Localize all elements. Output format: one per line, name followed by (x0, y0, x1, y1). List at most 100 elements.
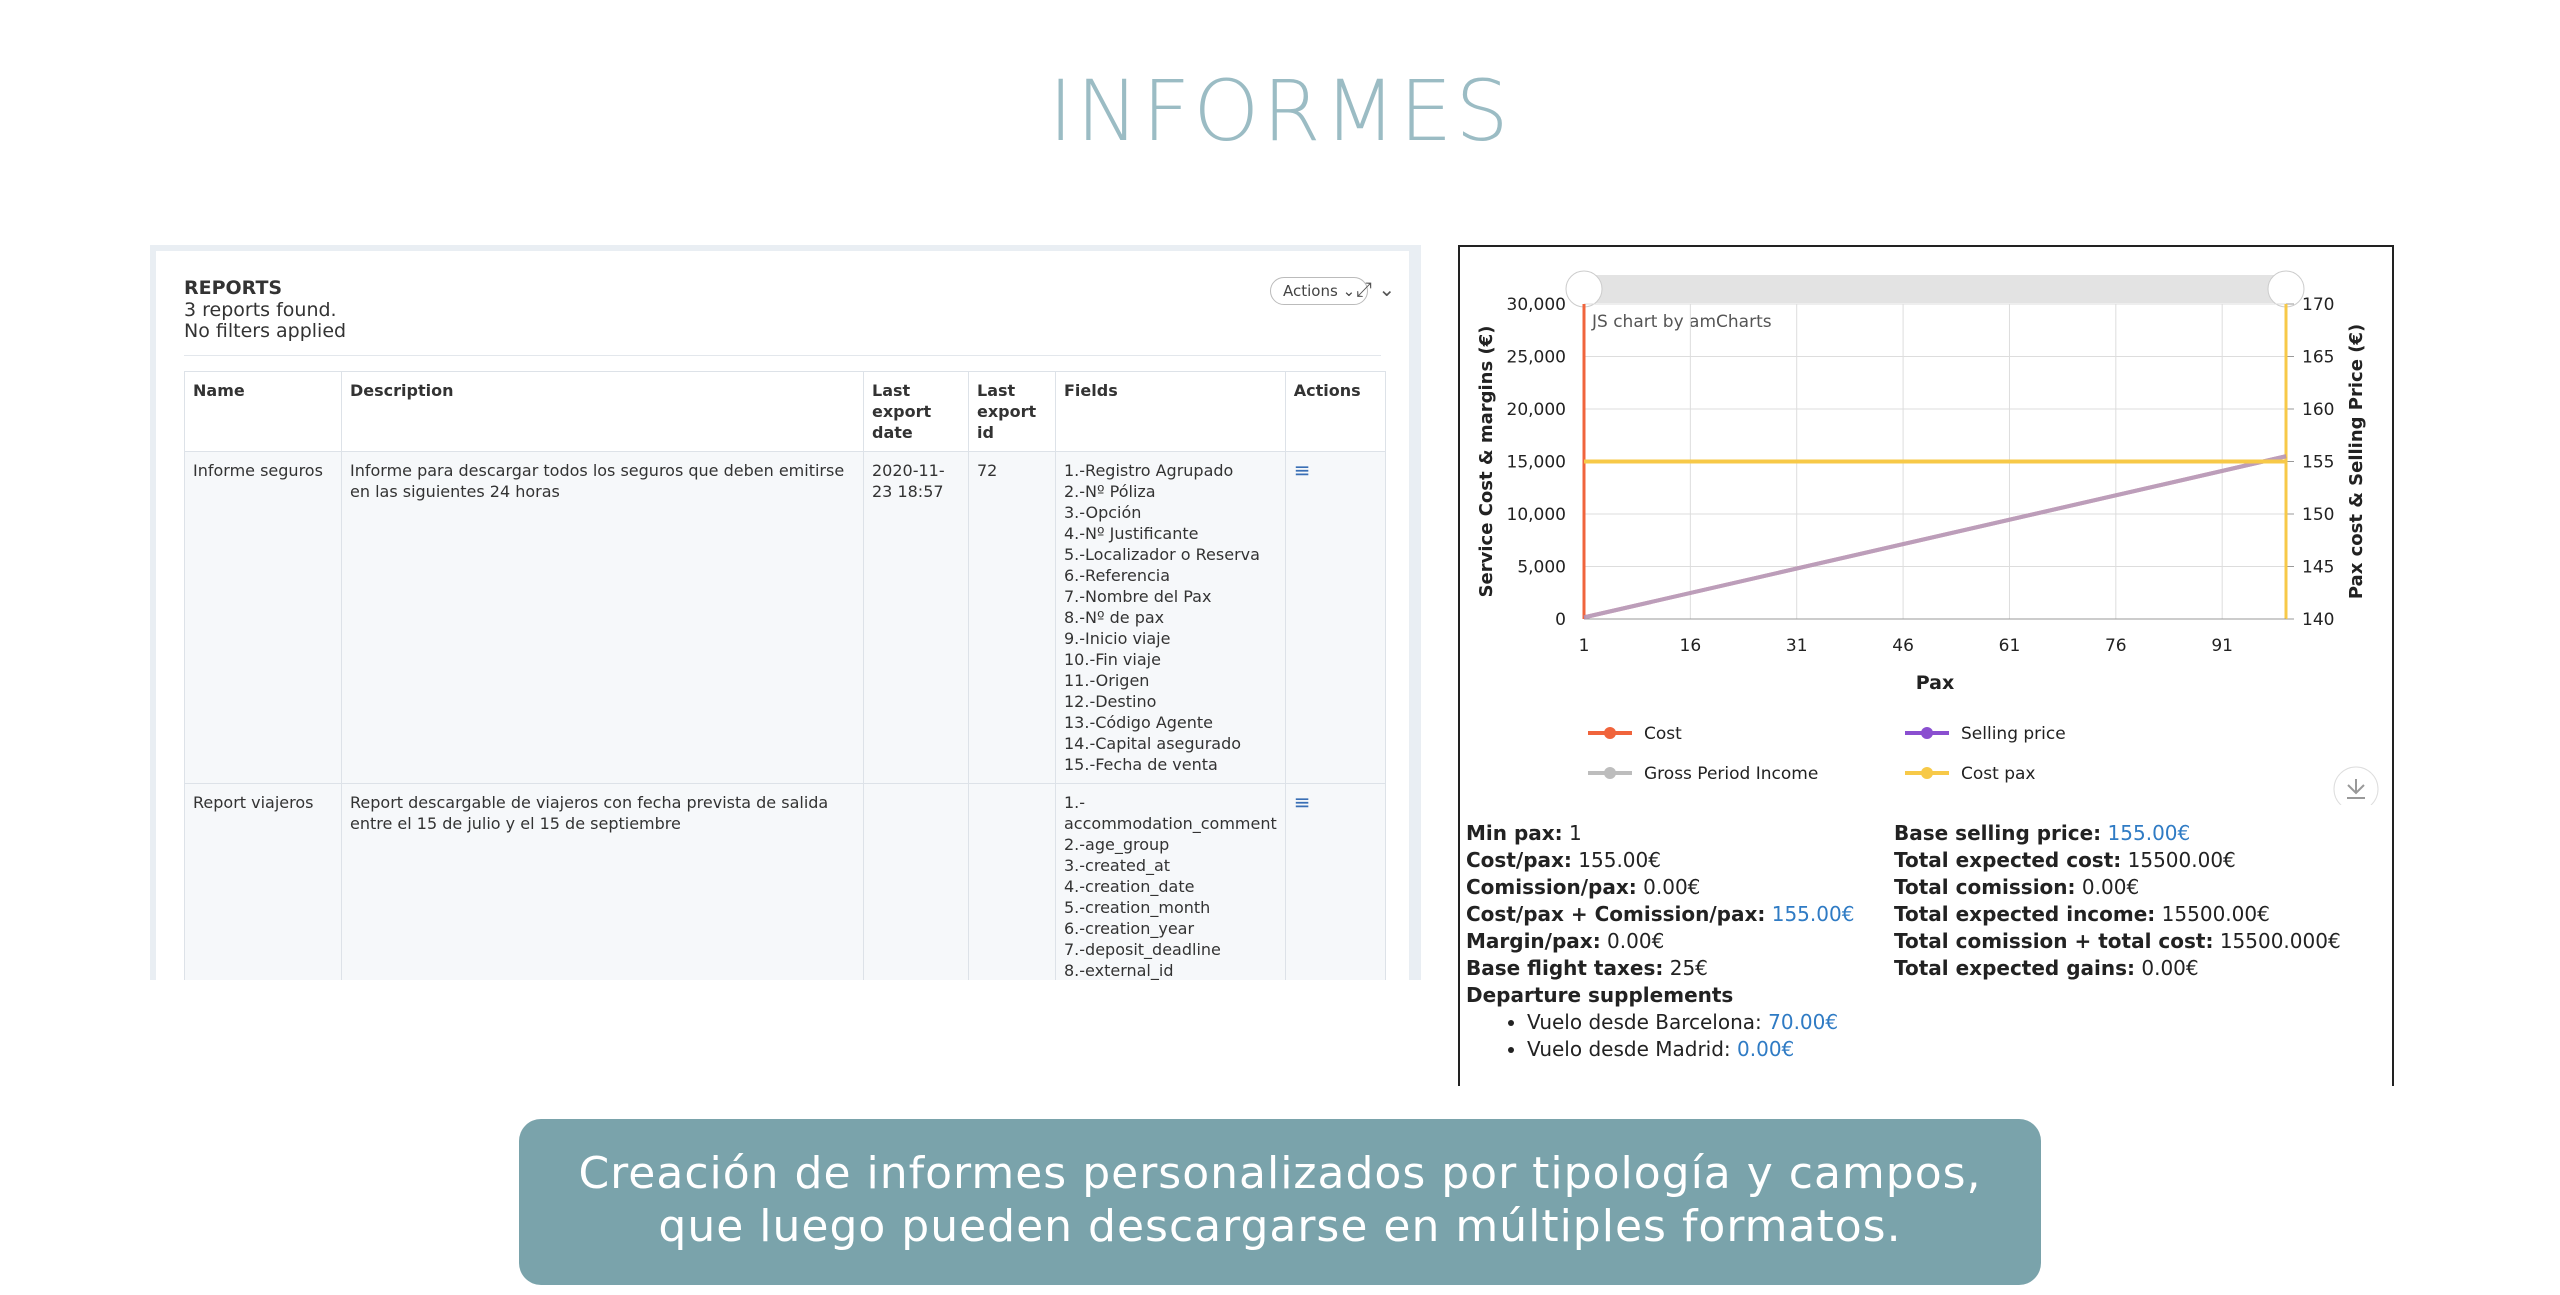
field-item: 6.-Referencia (1064, 566, 1171, 585)
scrollbar-handle (2267, 270, 2305, 308)
summary-row: Total expected income: 15500.00€ (1894, 901, 2341, 928)
page-title: INFORMES (1048, 62, 1512, 160)
summary-row: Cost/pax + Comission/pax: 155.00€ (1466, 901, 1854, 928)
legend-marker (1604, 767, 1616, 779)
button-label: Actions (1283, 282, 1338, 300)
legend-marker (1921, 767, 1933, 779)
field-item: 5.-creation_month (1064, 898, 1211, 917)
y2-axis-title: Pax cost & Selling Price (€) (2346, 324, 2367, 599)
reports-heading: REPORTS (184, 277, 283, 299)
legend-label: Cost (1644, 724, 1682, 744)
cell: Informe para descargar todos los seguros… (341, 451, 864, 784)
scrollbar-handle (1565, 270, 1603, 308)
series-line (1583, 454, 2287, 620)
reports-filters: No filters applied (184, 320, 347, 342)
summary-value: 155.00€ (1771, 902, 1855, 926)
caption: Creación de informes personalizados por … (519, 1119, 2041, 1285)
supplements-list: Vuelo desde Barcelona: 70.00€Vuelo desde… (1466, 1009, 1838, 1063)
x-tick-label: 46 (1892, 636, 1914, 656)
menu-icon[interactable]: ≡ (1293, 790, 1311, 814)
field-item: 4.-creation_date (1064, 877, 1195, 896)
summary-label: Base selling price: (1894, 821, 2102, 845)
field-item: 8.-external_id (1064, 961, 1174, 980)
cell: Report viajeros (184, 783, 342, 980)
x-tick-label: 61 (1999, 636, 2021, 656)
actions-cell: ≡ (1284, 451, 1387, 784)
summary-value: 0.00€ (2141, 956, 2199, 980)
panel-controls[interactable]: ⤢ ⌄ (1356, 277, 1396, 301)
field-item: 7.-deposit_deadline (1064, 940, 1221, 959)
x-tick-label: 91 (2211, 636, 2233, 656)
y-tick-label: 25,000 (1507, 348, 1566, 368)
field-item: 11.-Origen (1064, 671, 1150, 690)
summary-value: 15500.000€ (2219, 929, 2341, 953)
fields-cell: 1.-accommodation_comment 2.-age_group 3.-c… (1055, 783, 1286, 980)
reports-card: REPORTS 3 reports found. No filters appl… (156, 251, 1409, 980)
field-item: 2.-age_group (1064, 835, 1170, 854)
cell: Informe seguros (184, 451, 342, 784)
summary-label: Total comission + total cost: (1894, 929, 2214, 953)
summary-value: 15500.00€ (2161, 902, 2270, 926)
field-item: 12.-Destino (1064, 692, 1157, 711)
x-tick-label: 76 (2105, 636, 2127, 656)
cell (863, 783, 969, 980)
actions-button[interactable]: Actions ⌄ (1270, 277, 1369, 305)
legend-label: Cost pax (1961, 764, 2035, 784)
summary-row: Margin/pax: 0.00€ (1466, 928, 1854, 955)
summary-row: Base flight taxes: 25€ (1466, 955, 1854, 982)
y-tick-label: 5,000 (1517, 558, 1566, 578)
summary-label: Comission/pax: (1466, 875, 1637, 899)
field-item: 5.-Localizador o Reserva (1064, 545, 1260, 564)
y2-tick-label: 155 (2302, 453, 2334, 473)
y-tick-label: 10,000 (1507, 505, 1566, 525)
menu-icon[interactable]: ≡ (1293, 458, 1311, 482)
column-header: Actions (1284, 371, 1387, 452)
cell: Report descargable de viajeros con fecha… (341, 783, 864, 980)
summary-label: Cost/pax + Comission/pax: (1466, 902, 1766, 926)
field-item: 9.-Inicio viaje (1064, 629, 1171, 648)
field-item: 7.-Nombre del Pax (1064, 587, 1212, 606)
summary-label: Total expected cost: (1894, 848, 2122, 872)
chart: JS chart by amCharts 0 5,000 10,000 15,000 20… (1476, 270, 2379, 805)
credit: JS chart by amCharts (1591, 312, 1772, 332)
field-item: 15.-Fecha de venta (1064, 755, 1218, 774)
summary-value: 0.00€ (2081, 875, 2140, 899)
y-axis-title: Service Cost & margins (€) (1476, 326, 1497, 598)
summary-label: Total comission: (1894, 875, 2076, 899)
summary-row: Min pax: 1 (1466, 820, 1854, 847)
field-item: 10.-Fin viaje (1064, 650, 1161, 669)
field-item: 1.-Registro Agrupado (1064, 461, 1234, 480)
field-item: 3.-Opción (1064, 503, 1142, 522)
summary-left: Min pax: 1 Cost/pax: 155.00€ Comission/pax… (1466, 820, 1854, 982)
summary-value: 155.00€ (2107, 821, 2191, 845)
y2-tick-label: 160 (2302, 400, 2334, 420)
summary-value: 0.00€ (1643, 875, 1701, 899)
summary-row: Cost/pax: 155.00€ (1466, 847, 1854, 874)
column-header: Last export id (968, 371, 1056, 452)
reports-table: Name Description Last export date Last e… (184, 371, 1387, 980)
column-header: Name (184, 371, 342, 452)
actions-cell: ≡ (1284, 783, 1387, 980)
field-item: 4.-Nº Justificante (1064, 524, 1199, 543)
cell (968, 783, 1056, 980)
supplement-label: Vuelo desde Barcelona: (1527, 1010, 1762, 1034)
field-item: 3.-created_at (1064, 856, 1171, 875)
column-header: Description (341, 371, 864, 452)
field-item: 8.-Nº de pax (1064, 608, 1165, 627)
divider (184, 355, 1381, 356)
reports-count: 3 reports found. (184, 299, 337, 321)
column-header: Last export date (863, 371, 969, 452)
field-item: 13.-Código Agente (1064, 713, 1214, 732)
supplements-title: Departure supplements (1466, 983, 1734, 1007)
summary-right: Base selling price: 155.00€ Total expecte… (1894, 820, 2341, 982)
summary-value: 15500.00€ (2127, 848, 2236, 872)
download-icon (2347, 779, 2365, 799)
summary-value: 25€ (1669, 956, 1708, 980)
summary-label: Base flight taxes: (1466, 956, 1664, 980)
summary-row: Total expected gains: 0.00€ (1894, 955, 2341, 982)
summary-value: 0.00€ (1607, 929, 1665, 953)
summary-row: Total comission: 0.00€ (1894, 874, 2341, 901)
caption-line: Creación de informes personalizados por … (578, 1148, 1982, 1199)
legend-marker (1921, 727, 1933, 739)
summary-row: Base selling price: 155.00€ (1894, 820, 2341, 847)
